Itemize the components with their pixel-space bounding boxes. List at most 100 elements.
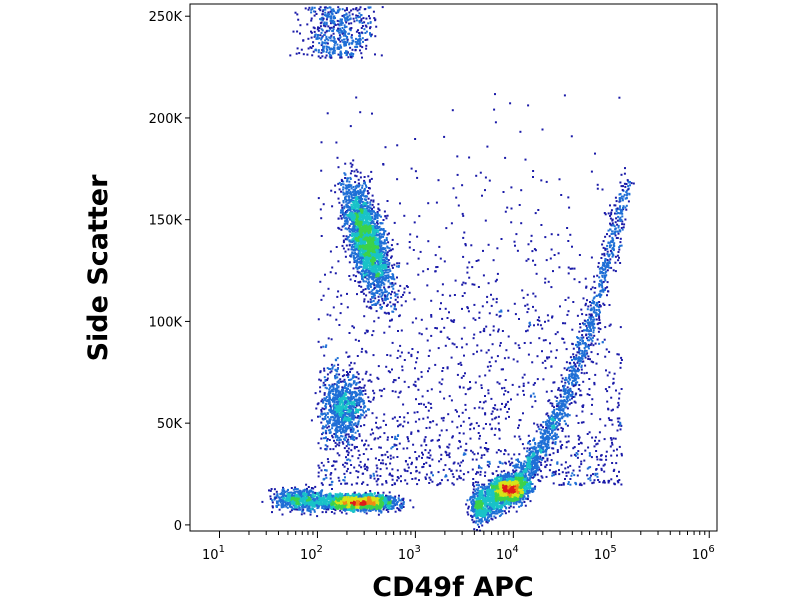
event-point — [373, 283, 375, 285]
event-point — [351, 215, 354, 218]
event-point — [363, 228, 366, 231]
event-point — [375, 271, 378, 274]
event-point — [354, 422, 357, 425]
event-point — [366, 213, 369, 216]
event-point — [334, 436, 337, 439]
event-point — [359, 197, 362, 200]
event-point — [373, 294, 376, 297]
event-point — [380, 215, 382, 218]
event-point — [347, 177, 349, 180]
event-point — [345, 190, 348, 193]
event-point — [353, 447, 356, 450]
event-point — [375, 310, 378, 313]
event-point — [380, 263, 383, 266]
event-point — [363, 274, 366, 277]
event-point — [371, 264, 374, 267]
event-point — [349, 209, 352, 212]
event-point — [376, 240, 379, 243]
event-point — [360, 253, 363, 256]
event-point — [374, 225, 377, 228]
event-point — [379, 235, 382, 238]
event-point — [332, 386, 335, 389]
event-point — [354, 181, 357, 184]
event-point — [379, 274, 382, 277]
event-point — [362, 194, 364, 197]
event-point — [335, 424, 338, 427]
event-point — [369, 209, 372, 212]
event-point — [363, 246, 366, 249]
event-point — [334, 435, 337, 438]
event-point — [369, 400, 372, 403]
event-point — [354, 280, 357, 282]
event-point — [394, 495, 397, 498]
event-point — [379, 248, 382, 251]
event-point — [329, 492, 332, 495]
event-point — [378, 269, 381, 272]
event-point — [360, 413, 362, 416]
event-point — [328, 384, 331, 387]
event-point — [386, 253, 388, 256]
event-point — [384, 260, 387, 263]
event-point — [361, 290, 364, 293]
event-point — [328, 388, 331, 391]
event-point — [360, 211, 363, 214]
event-point — [332, 384, 335, 387]
event-point — [342, 430, 345, 433]
event-point — [343, 385, 346, 388]
event-point — [387, 274, 390, 277]
event-point — [369, 262, 372, 265]
event-points — [261, 6, 635, 532]
event-point — [342, 421, 345, 424]
event-point — [385, 312, 388, 315]
event-point — [320, 421, 323, 424]
event-point — [334, 191, 337, 194]
event-point — [355, 404, 358, 407]
event-point — [334, 420, 337, 423]
event-point — [379, 265, 382, 268]
event-point — [343, 207, 346, 210]
event-point — [366, 248, 369, 251]
event-point — [336, 395, 339, 398]
event-point — [349, 212, 351, 215]
event-point — [349, 390, 352, 393]
event-point — [389, 495, 392, 498]
event-point — [322, 494, 325, 497]
event-point — [324, 444, 327, 447]
event-point — [382, 291, 385, 294]
event-point — [400, 304, 403, 307]
event-point — [340, 431, 342, 434]
event-point — [385, 256, 388, 259]
event-point — [394, 298, 397, 301]
event-point — [363, 208, 366, 211]
event-point — [325, 396, 328, 398]
event-point — [368, 249, 371, 252]
event-point — [377, 203, 380, 206]
event-point — [360, 350, 363, 353]
event-point — [383, 507, 386, 510]
event-point — [371, 194, 374, 197]
event-point — [341, 435, 344, 438]
event-point — [365, 230, 368, 233]
event-point — [338, 188, 341, 191]
event-point — [332, 419, 335, 422]
event-point — [398, 262, 401, 265]
event-point — [385, 269, 388, 272]
event-point — [379, 289, 382, 292]
event-point — [379, 306, 382, 309]
event-point — [355, 253, 358, 255]
event-point — [338, 439, 341, 442]
event-point — [358, 214, 361, 217]
event-point — [351, 414, 353, 417]
event-point — [374, 303, 377, 306]
event-point — [365, 294, 368, 297]
event-point — [358, 197, 361, 200]
event-point — [345, 244, 348, 247]
event-point — [353, 375, 356, 378]
event-point — [364, 288, 367, 291]
event-point — [347, 492, 350, 495]
event-point — [345, 428, 348, 431]
event-point — [348, 382, 351, 385]
event-point — [364, 240, 367, 243]
event-point — [359, 244, 362, 247]
event-point — [343, 465, 346, 468]
